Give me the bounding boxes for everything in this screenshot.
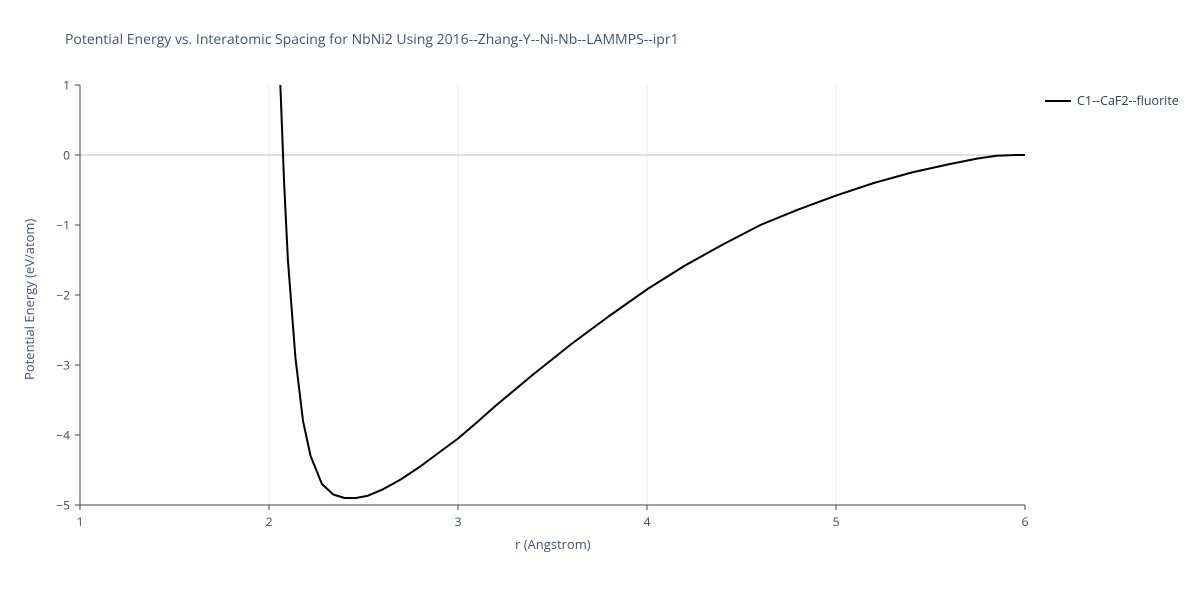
y-tick-label: −2 [56, 287, 70, 304]
y-tick-label: −3 [56, 357, 70, 374]
plot-area [80, 85, 1025, 505]
y-tick-label: −1 [56, 217, 70, 234]
x-tick-label: 3 [455, 513, 462, 530]
y-tick-label: −4 [56, 427, 70, 444]
y-tick-label: 0 [63, 147, 70, 164]
x-tick-label: 4 [644, 513, 651, 530]
chart-title: Potential Energy vs. Interatomic Spacing… [65, 30, 679, 49]
y-tick-label: −5 [56, 497, 70, 514]
x-tick-label: 1 [77, 513, 84, 530]
x-axis-label: r (Angstrom) [515, 535, 591, 553]
x-tick-label: 6 [1022, 513, 1029, 530]
x-tick-label: 2 [266, 513, 273, 530]
y-axis-label: Potential Energy (eV/atom) [20, 219, 38, 380]
y-tick-label: 1 [63, 77, 70, 94]
legend: C1--CaF2--fluorite [1045, 92, 1179, 109]
x-tick-label: 5 [833, 513, 840, 530]
legend-series-label: C1--CaF2--fluorite [1077, 92, 1179, 109]
legend-line-icon [1045, 100, 1071, 102]
